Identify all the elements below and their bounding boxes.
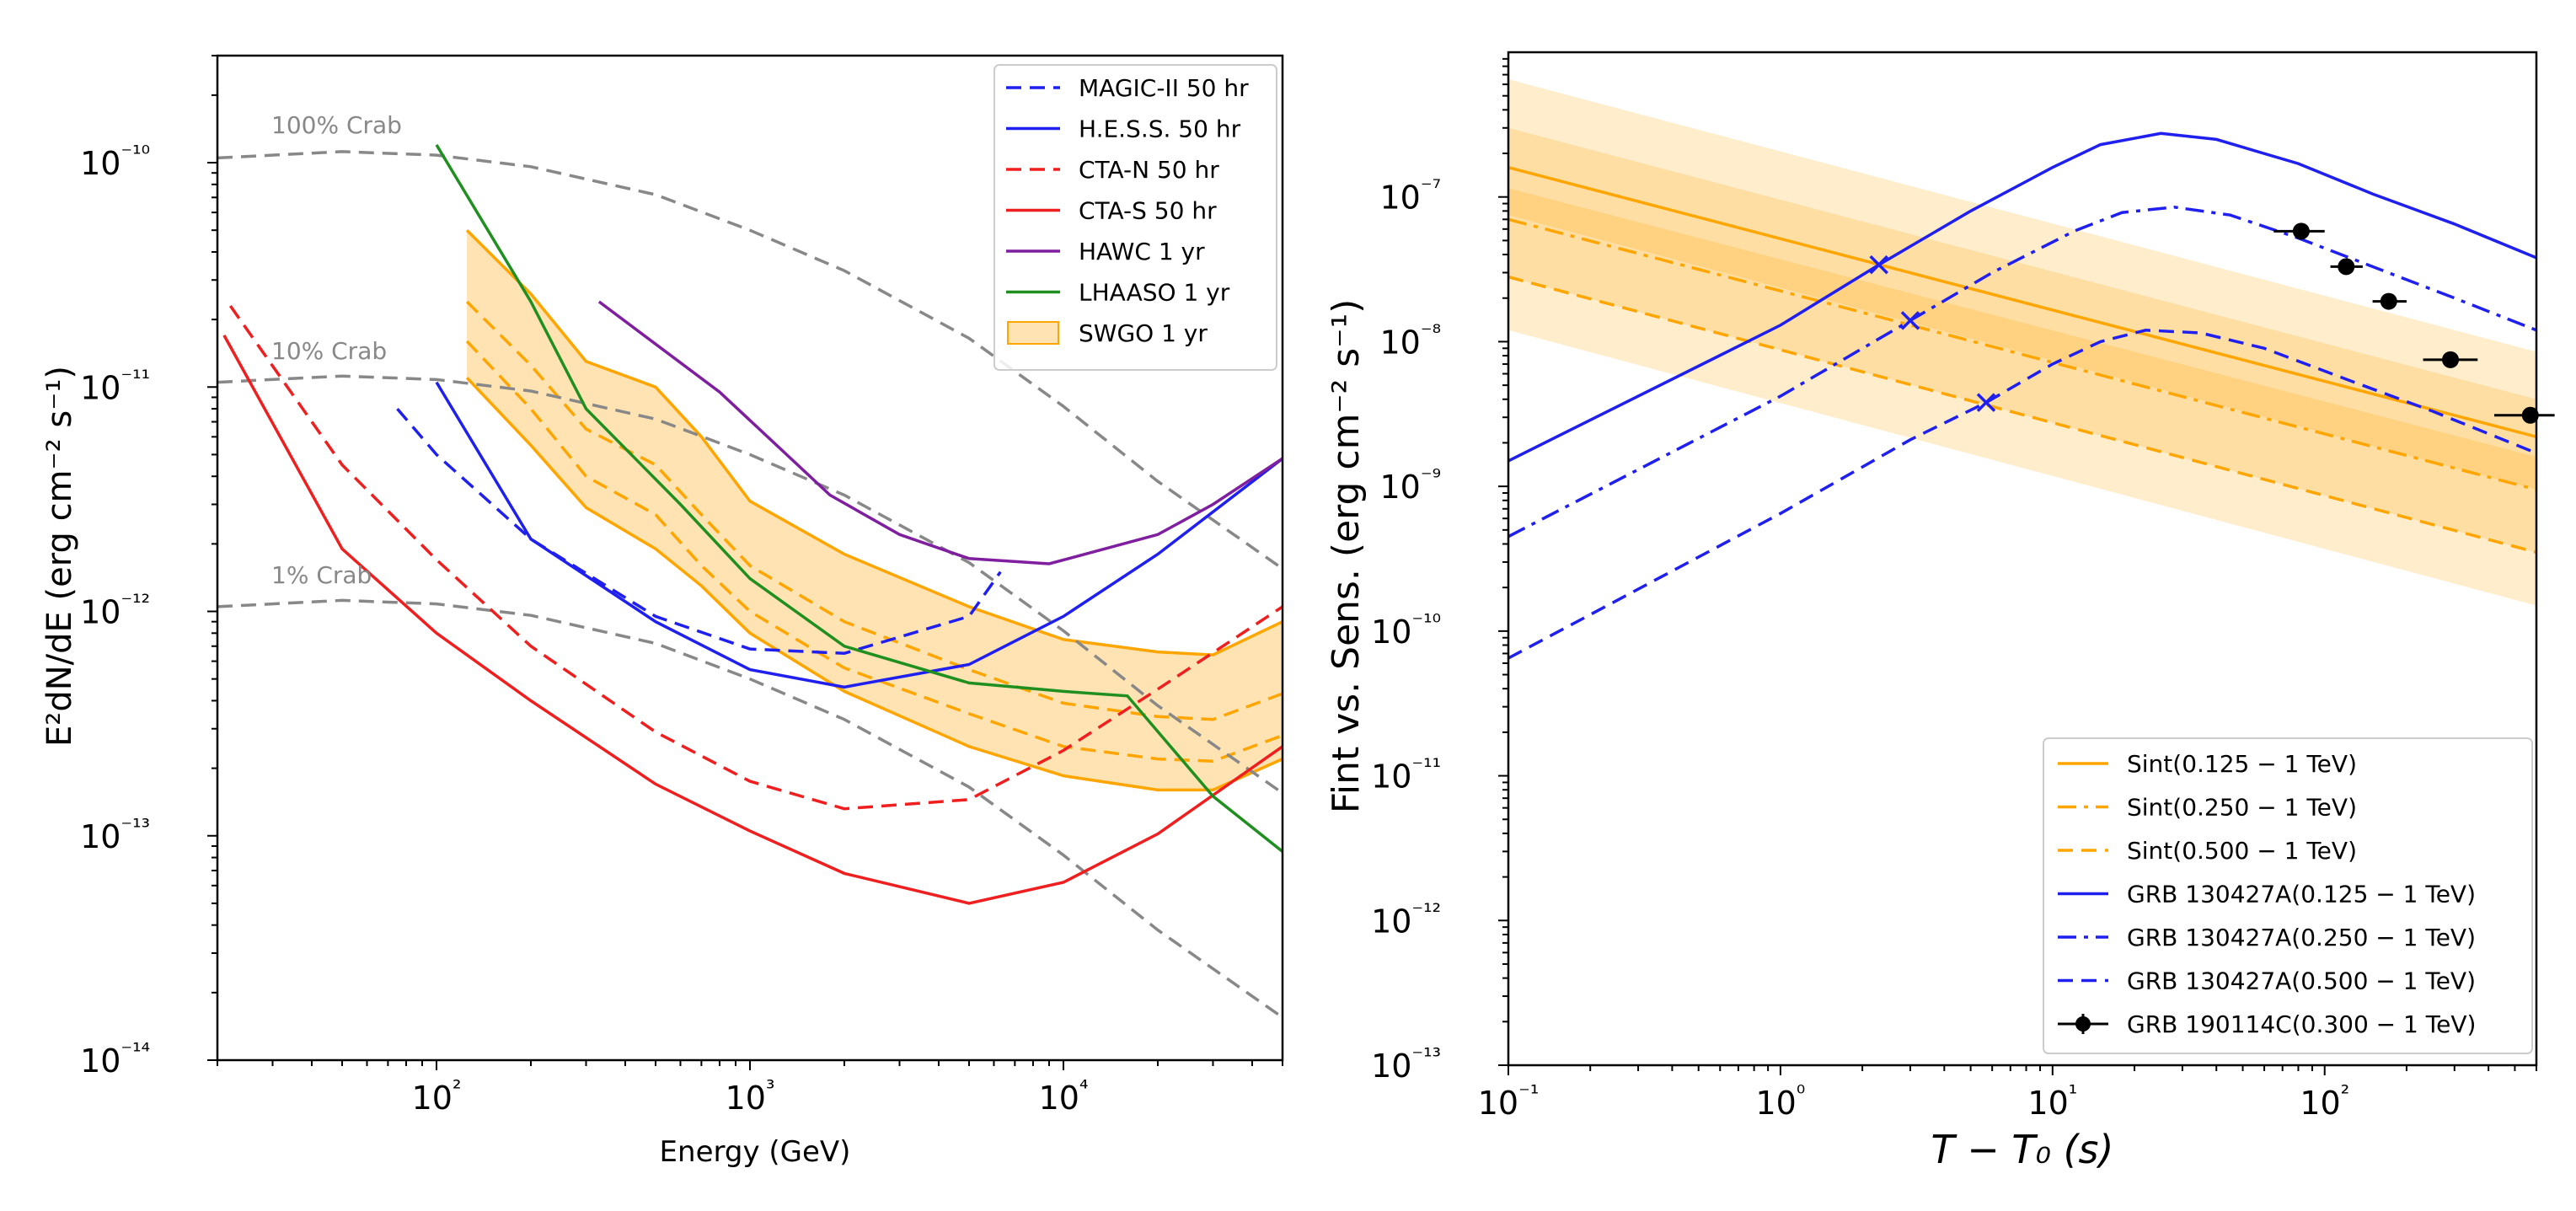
y-tick-label: 10⁻¹³ [80,815,150,855]
sensitivity-line-0 [1508,166,2537,438]
y-tick-label: 10⁻¹⁴ [80,1039,150,1080]
crossing-marker-stroke [1976,393,1996,412]
sensitivity-line-2 [1508,275,2537,555]
legend-label: GRB 130427A(0.125 − 1 TeV) [2127,881,2476,908]
legend-swatch [2075,1016,2091,1031]
right-legend-box [2043,737,2533,1054]
x-tick-label: 10³ [726,1076,775,1117]
legend-label: HAWC 1 yr [1079,238,1205,265]
y-tick-label: 10⁻¹⁰ [1371,610,1441,651]
series-line-4 [597,300,1283,565]
legend-label: Sint(0.250 − 1 TeV) [2127,794,2357,822]
swgo-band-mid-upper-line [465,300,1283,721]
sensitivity-bands [1508,79,2536,606]
grb190114c-point [2521,406,2539,424]
left-legend-box [993,64,1277,371]
x-tick-label: 10⁴ [1039,1076,1089,1117]
x-tick-label: 10² [2300,1081,2349,1122]
swgo-band-upper-line [465,228,1283,656]
legend-label: LHAASO 1 yr [1079,279,1230,307]
swgo-band-fill [467,230,1283,790]
crab-curve-0 [217,150,1284,571]
legend-label: Sint(0.500 − 1 TeV) [2127,837,2357,865]
y-tick-label: 10⁻⁷ [1379,176,1441,217]
crab-curve-1 [217,374,1284,795]
legend-label: MAGIC-II 50 hr [1079,74,1249,102]
series-line-2 [228,304,1283,811]
x-tick-label: 10⁻¹ [1478,1081,1540,1122]
crab-label-10: 10% Crab [271,337,387,365]
legend-label: CTA-N 50 hr [1079,156,1219,184]
left-chart: 10² 10³ 10⁴ 10⁻¹⁴ 10⁻¹³ 10⁻¹² 10⁻¹¹ 10⁻¹⁰ 100% … [40,54,1284,1169]
left-chart-lines [217,143,1284,1019]
grb130427a-line-1 [1508,206,2537,539]
crossing-marker [1900,311,1920,330]
right-plot-frame [1507,51,2538,1067]
right-chart: 10⁻¹ 10⁰ 10¹ 10² 10⁻¹³ 10⁻¹² 10⁻¹¹ 10⁻¹⁰ 10⁻⁹ 10⁻… [1325,51,2555,1172]
crab-label-1: 1% Crab [271,561,372,589]
sensitivity-band-0 [1508,79,2536,490]
grb130427a-line-0 [1508,131,2537,463]
sensitivity-band-2 [1508,188,2536,606]
series-line-3 [222,335,1284,905]
left-legend: MAGIC-II 50 hr H.E.S.S. 50 hr CTA-N 50 hr C… [993,64,1277,371]
left-y-axis-label: E²dN/dE (erg cm⁻² s⁻¹) [40,366,79,747]
legend-label: CTA-S 50 hr [1079,197,1217,225]
crossing-marker [1869,255,1888,275]
legend-label: GRB 190114C(0.300 − 1 TeV) [2127,1010,2476,1038]
right-legend: Sint(0.125 − 1 TeV) Sint(0.250 − 1 TeV) Si… [2043,737,2533,1054]
right-y-axis-label: Fint vs. Sens. (erg cm⁻² s⁻¹) [1325,299,1368,814]
crab-curve-2 [217,598,1284,1019]
grb190114c-point [2338,258,2355,276]
crossing-marker [1976,393,1996,412]
legend-label: H.E.S.S. 50 hr [1079,115,1241,143]
swgo-band-lower-line [465,377,1283,792]
y-tick-label: 10⁻¹¹ [80,366,150,406]
x-tick-label: 10² [412,1076,462,1117]
grb190114c-point [2380,292,2397,310]
y-tick-label: 10⁻⁹ [1379,465,1441,506]
legend-label: GRB 130427A(0.500 − 1 TeV) [2127,967,2476,995]
sensitivity-line-1 [1508,217,2537,491]
legend-label: SWGO 1 yr [1079,319,1208,347]
right-x-axis-label: T − T₀ (s) [1931,1127,2114,1172]
y-tick-label: 10⁻¹⁰ [80,142,150,182]
legend-swatch [1007,321,1059,345]
y-tick-label: 10⁻¹³ [1371,1044,1441,1085]
crossing-marker-stroke [1869,255,1888,275]
swgo-band-mid-lower-line [465,340,1283,763]
legend-label: GRB 130427A(0.250 − 1 TeV) [2127,924,2476,951]
y-tick-label: 10⁻¹² [80,591,150,631]
y-tick-label: 10⁻¹² [1371,899,1441,940]
legend-label: Sint(0.125 − 1 TeV) [2127,750,2357,778]
series-line-0 [396,407,1002,656]
grb190114c-point [2442,351,2460,368]
swgo-band [465,228,1283,792]
crab-label-100: 100% Crab [271,111,402,139]
y-tick-label: 10⁻¹¹ [1371,755,1441,796]
right-chart-lines [1508,131,2555,660]
series-line-1 [435,381,1284,689]
grb190114c-point [2292,222,2310,240]
left-x-axis-label: Energy (GeV) [660,1135,851,1169]
x-tick-label: 10¹ [2027,1081,2077,1122]
crossing-marker-stroke [1900,311,1920,330]
x-tick-label: 10⁰ [1756,1081,1806,1122]
series-line-5 [435,143,1284,853]
left-plot-frame [216,54,1284,1062]
grb130427a-line-2 [1508,329,2537,660]
y-tick-label: 10⁻⁸ [1379,320,1441,361]
